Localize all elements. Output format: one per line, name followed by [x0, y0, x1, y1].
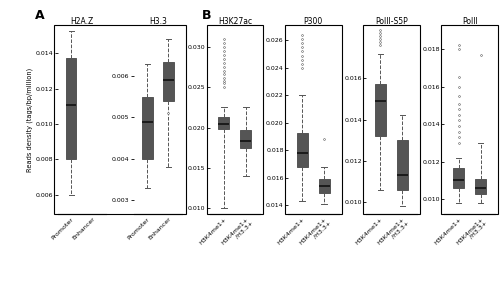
Title: PolII-S5P: PolII-S5P [375, 17, 408, 26]
PathPatch shape [240, 130, 252, 148]
Title: H2A.Z: H2A.Z [70, 17, 94, 26]
Title: H3.3: H3.3 [149, 17, 166, 26]
Y-axis label: Reads density (tags/bp/million): Reads density (tags/bp/million) [26, 67, 33, 172]
PathPatch shape [453, 168, 464, 188]
PathPatch shape [87, 222, 98, 231]
PathPatch shape [318, 179, 330, 193]
Text: B: B [202, 9, 211, 22]
PathPatch shape [375, 84, 386, 136]
PathPatch shape [475, 178, 486, 194]
Title: PolII: PolII [462, 17, 477, 26]
Title: H3K27ac: H3K27ac [218, 17, 252, 26]
PathPatch shape [66, 58, 76, 159]
Text: A: A [34, 9, 44, 22]
PathPatch shape [296, 132, 308, 167]
PathPatch shape [163, 62, 173, 101]
PathPatch shape [218, 117, 230, 129]
PathPatch shape [397, 140, 408, 190]
Title: P300: P300 [304, 17, 323, 26]
PathPatch shape [142, 97, 152, 159]
